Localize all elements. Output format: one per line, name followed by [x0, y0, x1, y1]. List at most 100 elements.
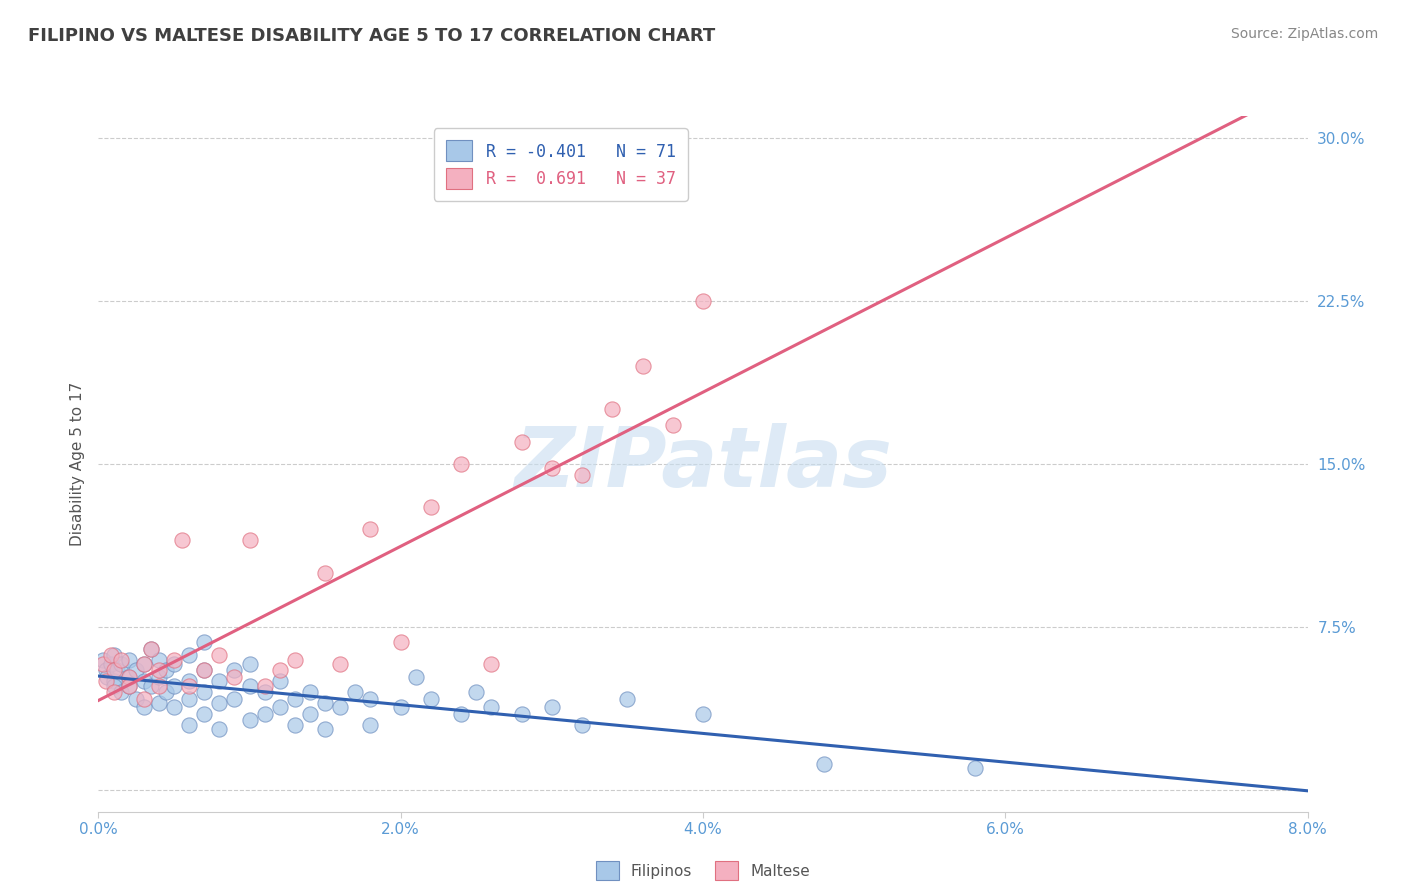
Point — [329, 657, 352, 671]
Point — [163, 700, 186, 714]
Point — [105, 664, 128, 678]
Point — [692, 293, 714, 308]
Point — [692, 706, 714, 721]
Point — [359, 522, 381, 536]
Text: Source: ZipAtlas.com: Source: ZipAtlas.com — [1230, 27, 1378, 41]
Point — [94, 664, 117, 678]
Point — [91, 657, 114, 671]
Point — [179, 674, 201, 689]
Point — [179, 679, 201, 693]
Point — [179, 648, 201, 662]
Point — [100, 648, 122, 662]
Point — [118, 679, 141, 693]
Point — [602, 402, 624, 417]
Point — [450, 457, 472, 471]
Point — [389, 700, 412, 714]
Point — [125, 691, 148, 706]
Point — [148, 652, 170, 666]
Point — [110, 685, 132, 699]
Point — [141, 679, 163, 693]
Point — [239, 679, 262, 693]
Point — [389, 635, 412, 649]
Point — [284, 652, 307, 666]
Point — [419, 500, 441, 515]
Point — [405, 670, 427, 684]
Text: FILIPINO VS MALTESE DISABILITY AGE 5 TO 17 CORRELATION CHART: FILIPINO VS MALTESE DISABILITY AGE 5 TO … — [28, 27, 716, 45]
Point — [193, 685, 215, 699]
Point — [193, 706, 215, 721]
Point — [269, 700, 291, 714]
Point — [94, 674, 117, 689]
Point — [148, 679, 170, 693]
Y-axis label: Disability Age 5 to 17: Disability Age 5 to 17 — [69, 382, 84, 546]
Point — [571, 717, 593, 731]
Point — [224, 664, 246, 678]
Point — [148, 696, 170, 710]
Point — [103, 685, 125, 699]
Point — [661, 417, 683, 432]
Point — [224, 670, 246, 684]
Point — [148, 670, 170, 684]
Point — [193, 664, 215, 678]
Point — [253, 685, 276, 699]
Point — [208, 648, 231, 662]
Point — [132, 657, 155, 671]
Legend: Filipinos, Maltese: Filipinos, Maltese — [588, 854, 818, 888]
Point — [479, 657, 503, 671]
Point — [540, 461, 562, 475]
Point — [148, 664, 170, 678]
Point — [419, 691, 441, 706]
Point — [103, 679, 125, 693]
Point — [155, 685, 177, 699]
Point — [103, 674, 125, 689]
Point — [253, 679, 276, 693]
Point — [208, 674, 231, 689]
Point — [269, 674, 291, 689]
Point — [359, 717, 381, 731]
Point — [571, 467, 593, 482]
Point — [118, 652, 141, 666]
Point — [118, 670, 141, 684]
Point — [170, 533, 193, 547]
Point — [239, 714, 262, 728]
Point — [284, 717, 307, 731]
Point — [329, 700, 352, 714]
Point — [118, 670, 141, 684]
Point — [118, 679, 141, 693]
Point — [540, 700, 562, 714]
Point — [479, 700, 503, 714]
Point — [103, 648, 125, 662]
Point — [299, 685, 322, 699]
Point — [224, 691, 246, 706]
Point — [344, 685, 367, 699]
Point — [616, 691, 638, 706]
Point — [132, 674, 155, 689]
Point — [96, 670, 118, 684]
Text: ZIPatlas: ZIPatlas — [515, 424, 891, 504]
Point — [208, 722, 231, 736]
Point — [110, 657, 132, 671]
Point — [253, 706, 276, 721]
Point — [155, 664, 177, 678]
Point — [132, 700, 155, 714]
Point — [163, 652, 186, 666]
Point — [465, 685, 488, 699]
Point — [141, 641, 163, 656]
Point — [100, 657, 122, 671]
Point — [163, 657, 186, 671]
Point — [631, 359, 654, 373]
Point — [510, 435, 533, 450]
Point — [179, 691, 201, 706]
Point — [314, 566, 336, 580]
Point — [193, 664, 215, 678]
Point — [269, 664, 291, 678]
Point — [132, 657, 155, 671]
Point — [103, 664, 125, 678]
Point — [510, 706, 533, 721]
Point — [314, 722, 336, 736]
Point — [299, 706, 322, 721]
Point — [359, 691, 381, 706]
Point — [110, 652, 132, 666]
Point — [193, 635, 215, 649]
Point — [125, 664, 148, 678]
